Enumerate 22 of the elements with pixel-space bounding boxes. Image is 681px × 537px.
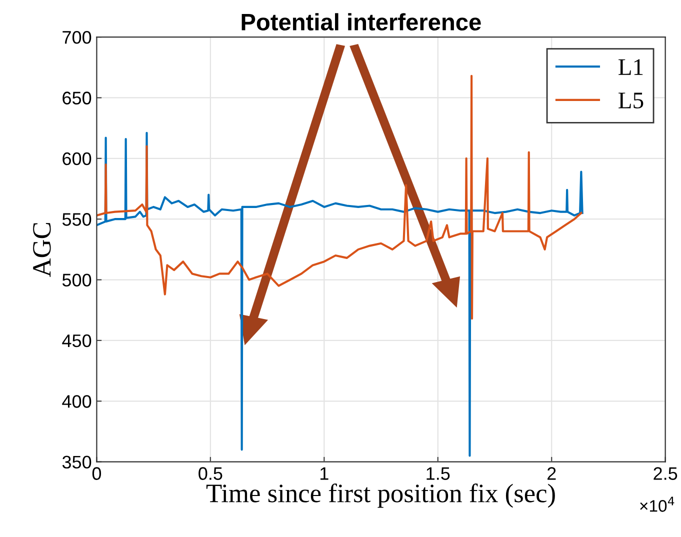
text: ×10$^{4}$ [640,496,674,512]
x-tick-label: 1.5 [426,467,450,480]
y-axis-title: AGC [33,223,51,278]
y-tick-label: 400 [62,395,92,408]
y-tick-label: 350 [62,456,92,469]
x-tick-label: 2 [548,467,556,480]
legend-label: L1 [618,59,643,75]
y-tick-label: 700 [62,30,92,44]
y-tick-label: 450 [62,334,92,348]
x-tick-label: 0.5 [198,467,222,480]
y-tick-label: 600 [62,152,92,166]
line-series [96,74,582,320]
text: Potential interference [242,13,481,31]
x-axis-title: Time since first position fix (sec) [206,484,555,508]
x-tick-label: 1 [320,467,328,480]
line-series [96,132,584,457]
y-tick-label: 650 [62,92,92,104]
y-tick-label: 550 [62,213,92,226]
y-tick-label: 500 [62,274,92,286]
x-tick-label: 0 [92,467,102,480]
x-tick-label: 2.5 [654,467,678,480]
legend-label: L5 [618,92,644,108]
